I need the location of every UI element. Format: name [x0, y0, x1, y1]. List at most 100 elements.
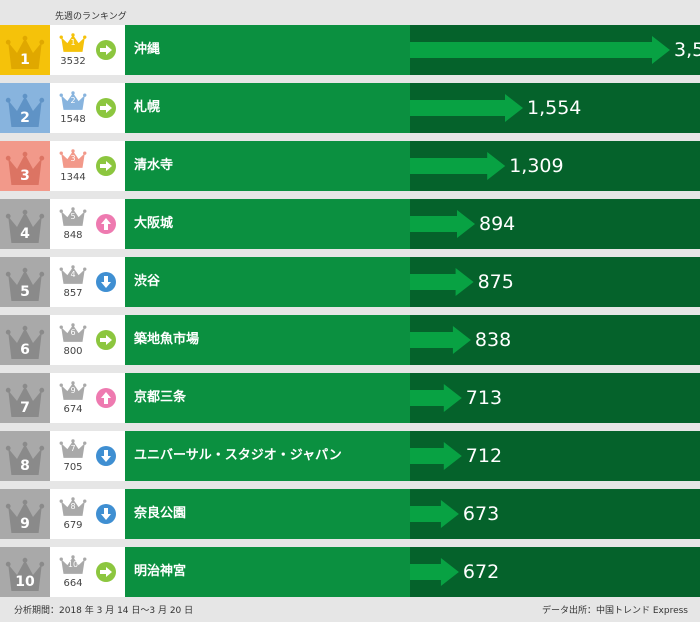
previous-crown-jewel [59, 35, 63, 39]
previous-crown-shape [61, 35, 85, 52]
value-label: 838 [474, 329, 512, 351]
crown-jewel [5, 213, 11, 219]
value-label: 673 [462, 503, 500, 525]
crown-jewel [39, 387, 45, 393]
previous-crown-icon [59, 381, 87, 400]
ranking-row: 7 9 674 京都三条 713 [0, 373, 700, 423]
previous-week-cell: 7 705 [50, 431, 125, 481]
crown-jewel [22, 441, 28, 447]
crown-jewel [39, 503, 45, 509]
rank-badge: 6 [0, 315, 50, 365]
rank-number: 7 [20, 400, 30, 416]
bar-track: 沖縄 3,576 [125, 25, 700, 75]
trend-arrow [101, 508, 111, 520]
previous-value: 800 [63, 346, 83, 357]
crown-jewel [39, 39, 45, 45]
crown-icon [5, 441, 45, 475]
previous-crown-jewel [71, 207, 75, 211]
previous-rank-number: 5 [70, 212, 76, 221]
value-label: 3,576 [674, 39, 700, 61]
crown-shape [8, 96, 42, 127]
trend-arrow [100, 335, 112, 345]
trend-arrow [101, 450, 111, 462]
rank-number: 3 [20, 168, 30, 184]
crown-icon [5, 35, 45, 69]
bar-arrow [410, 36, 670, 64]
crown-jewel [22, 557, 28, 563]
previous-week-cell: 2 1548 [50, 83, 125, 133]
category-label: 京都三条 [134, 390, 187, 405]
ranking-row: 10 10 664 明治神宮 672 [0, 547, 700, 597]
crown-jewel [22, 209, 28, 215]
value-label: 1,554 [527, 97, 582, 119]
previous-week-ranking-label: 先週のランキング [55, 12, 127, 22]
previous-crown-shape [61, 325, 85, 342]
previous-week-cell: 6 800 [50, 315, 125, 365]
previous-rank-number: 2 [70, 96, 76, 105]
crown-shape [8, 386, 42, 417]
previous-value: 857 [63, 288, 83, 299]
data-source: データ出所：中国トレンド Express [541, 606, 688, 616]
rank-badge: 3 [0, 141, 50, 191]
rank-number: 4 [20, 226, 30, 242]
previous-crown-jewel [59, 441, 63, 445]
rank-number: 5 [20, 284, 30, 300]
previous-week-cell: 1 3532 [50, 25, 125, 75]
previous-crown-shape [61, 557, 85, 574]
crown-jewel [39, 271, 45, 277]
crown-icon [5, 557, 45, 591]
previous-crown-jewel [83, 557, 87, 561]
crown-icon [5, 383, 45, 417]
previous-crown-jewel [71, 323, 75, 327]
previous-crown-jewel [71, 439, 75, 443]
previous-crown-shape [61, 441, 85, 458]
crown-jewel [22, 325, 28, 331]
trend-arrow [100, 45, 112, 55]
bar-mark [410, 210, 475, 238]
bar-mark [410, 152, 506, 180]
rank-number: 10 [15, 574, 35, 590]
rank-number: 6 [20, 342, 30, 358]
rank-badge: 4 [0, 199, 50, 249]
crown-shape [8, 444, 42, 475]
bar-arrow [410, 94, 523, 122]
previous-value: 674 [63, 404, 83, 415]
bar-arrow [410, 558, 459, 586]
previous-crown-jewel [83, 93, 87, 97]
rank-badge: 8 [0, 431, 50, 481]
previous-week-cell: 4 857 [50, 257, 125, 307]
category-label: 大阪城 [134, 216, 174, 231]
rank-badge: 10 [0, 547, 50, 597]
crown-shape [8, 270, 42, 301]
bar-arrow [410, 500, 459, 528]
arrow-up-icon [96, 214, 116, 234]
previous-rank-number: 7 [70, 444, 76, 453]
previous-crown-jewel [71, 497, 75, 501]
previous-crown-jewel [59, 267, 63, 271]
crown-jewel [22, 35, 28, 41]
crown-icon [5, 325, 45, 359]
previous-crown-shape [61, 383, 85, 400]
bar-mark [410, 558, 459, 586]
bar-track: 奈良公園 673 [125, 489, 700, 539]
crown-jewel [5, 387, 11, 393]
bar-track: 築地魚市場 838 [125, 315, 700, 365]
bar-track: 京都三条 713 [125, 373, 700, 423]
bar-track: 渋谷 875 [125, 257, 700, 307]
crown-jewel [5, 561, 11, 567]
trend-arrow [100, 161, 112, 171]
bar-track: 明治神宮 672 [125, 547, 700, 597]
previous-crown-shape [61, 267, 85, 284]
previous-crown-icon [59, 323, 87, 342]
arrow-right-icon [96, 98, 116, 118]
previous-crown-jewel [83, 441, 87, 445]
arrow-right-icon [96, 40, 116, 60]
previous-crown-jewel [59, 93, 63, 97]
previous-value: 664 [63, 578, 83, 589]
bar-arrow [410, 442, 462, 470]
value-label: 875 [477, 271, 514, 293]
previous-crown-jewel [59, 325, 63, 329]
previous-crown-jewel [71, 91, 75, 95]
value-label: 1,309 [509, 155, 564, 177]
bar-mark [410, 268, 474, 296]
